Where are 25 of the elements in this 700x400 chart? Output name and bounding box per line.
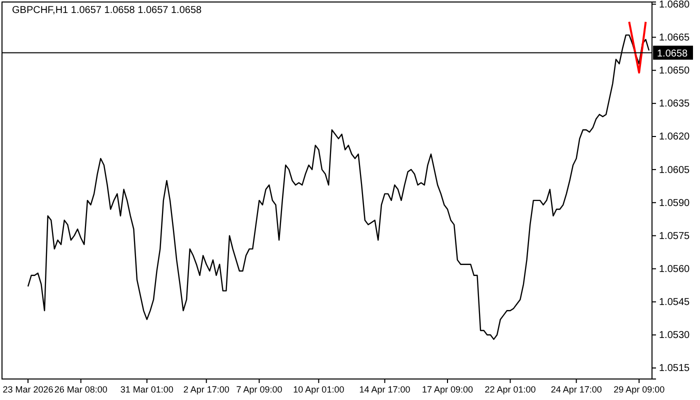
x-tick-label: 23 Mar 2026 — [2, 384, 54, 394]
x-tick-label: 2 Apr 17:00 — [183, 384, 230, 394]
y-tick-label: 1.0665 — [659, 32, 690, 44]
x-tick-label: 24 Apr 17:00 — [550, 384, 602, 394]
y-tick-label: 1.0560 — [659, 264, 690, 275]
x-tick-label: 22 Apr 01:00 — [484, 384, 536, 394]
y-tick-label: 1.0620 — [659, 132, 690, 143]
x-tick-label: 10 Apr 01:00 — [293, 384, 344, 394]
x-tick-label: 31 Mar 01:00 — [120, 384, 174, 394]
y-tick-label: 1.0530 — [659, 330, 690, 342]
x-tick-label: 14 Apr 17:00 — [359, 384, 410, 394]
x-tick-label: 29 Apr 09:00 — [614, 384, 665, 394]
y-tick-label: 1.0545 — [659, 297, 690, 308]
y-tick-label: 1.0650 — [659, 66, 690, 77]
y-tick-label: 1.0680 — [659, 0, 690, 10]
x-tick-label: 26 Mar 08:00 — [54, 384, 108, 394]
x-tick-label: 7 Apr 09:00 — [236, 384, 282, 394]
y-tick-label: 1.0590 — [659, 198, 690, 209]
y-tick-label: 1.0575 — [659, 230, 690, 242]
chart-title: GBPCHF,H1 1.0657 1.0658 1.0657 1.0658 — [12, 5, 202, 16]
ref-line-label: 1.0658 — [657, 48, 688, 60]
y-tick-label: 1.0605 — [659, 164, 690, 176]
x-tick-label: 17 Apr 09:00 — [422, 384, 474, 394]
y-tick-label: 1.0635 — [659, 98, 690, 110]
y-tick-label: 1.0515 — [659, 363, 690, 374]
